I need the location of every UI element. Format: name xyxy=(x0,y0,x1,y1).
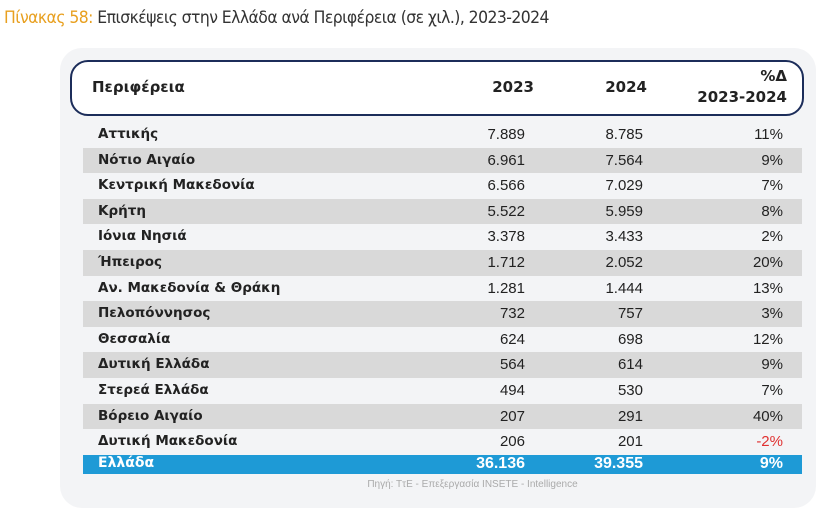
value-2024: 7.029 xyxy=(605,177,643,195)
pct-change: 7% xyxy=(761,177,783,195)
source-note: Πηγή: ΤτΕ - Επεξεργασία INSETE - Intelli… xyxy=(367,479,578,490)
header-pct-range: 2023-2024 xyxy=(697,88,787,106)
table-row: Κρήτη 5.522 5.959 8% xyxy=(83,198,802,225)
table-row: Βόρειο Αιγαίο 207 291 40% xyxy=(83,403,802,430)
region-name: Κεντρική Μακεδονία xyxy=(98,177,255,194)
region-name: Αττικής xyxy=(98,126,159,142)
table-caption: Επισκέψεις στην Ελλάδα ανά Περιφέρεια (σ… xyxy=(92,8,549,28)
region-name: Ήπειρος xyxy=(98,253,163,270)
value-2023: 494 xyxy=(499,381,525,399)
value-2023: 732 xyxy=(499,305,525,323)
value-2023: 3.378 xyxy=(487,228,525,246)
header-2024: 2024 xyxy=(605,78,647,96)
pct-change: 9% xyxy=(761,356,783,374)
region-name: Πελοπόννησος xyxy=(98,305,211,322)
region-name: Κρήτη xyxy=(98,202,146,219)
value-2024: 757 xyxy=(617,305,643,323)
pct-change: 12% xyxy=(752,330,783,348)
pct-change: 20% xyxy=(752,253,783,271)
table-row: Δυτική Μακεδονία 206 201 -2% xyxy=(83,429,802,455)
region-name: Δυτική Ελλάδα xyxy=(98,356,210,373)
total-name: Ελλάδα xyxy=(98,455,155,471)
value-2024: 7.564 xyxy=(605,151,643,169)
region-name: Θεσσαλία xyxy=(98,330,171,347)
value-2023: 564 xyxy=(499,356,525,374)
table-row: Πελοπόννησος 732 757 3% xyxy=(83,301,802,327)
value-2023: 206 xyxy=(499,433,525,451)
value-2023: 1.281 xyxy=(487,279,525,297)
value-2024: 3.433 xyxy=(605,228,643,246)
value-2023: 6.961 xyxy=(487,151,525,169)
region-name: Αν. Μακεδονία & Θράκη xyxy=(98,279,281,296)
value-2023: 624 xyxy=(499,330,525,348)
value-2024: 530 xyxy=(617,381,643,399)
table-header: Περιφέρεια 2023 2024 %Δ 2023-2024 xyxy=(70,60,804,116)
value-2023: 1.712 xyxy=(487,253,525,271)
table-row: Νότιο Αιγαίο 6.961 7.564 9% xyxy=(83,147,802,174)
value-2023: 207 xyxy=(499,407,525,425)
pct-change: 13% xyxy=(752,279,783,297)
value-2023: 7.889 xyxy=(487,126,525,143)
pct-change: 9% xyxy=(761,151,783,169)
value-2023: 6.566 xyxy=(487,177,525,195)
pct-change: 3% xyxy=(761,305,783,323)
region-name: Νότιο Αιγαίο xyxy=(98,151,196,168)
pct-change: 11% xyxy=(754,126,783,143)
table-row: Αν. Μακεδονία & Θράκη 1.281 1.444 13% xyxy=(83,276,802,302)
table-row: Ιόνια Νησιά 3.378 3.433 2% xyxy=(83,224,802,250)
table-row: Ήπειρος 1.712 2.052 20% xyxy=(83,249,802,276)
table-row: Θεσσαλία 624 698 12% xyxy=(83,327,802,353)
region-name: Στερεά Ελλάδα xyxy=(98,381,209,398)
pct-change: 40% xyxy=(752,407,783,425)
value-2024: 614 xyxy=(617,356,643,374)
table-row: Δυτική Ελλάδα 564 614 9% xyxy=(83,352,802,378)
total-2023: 36.136 xyxy=(476,455,525,472)
pct-change: -2% xyxy=(756,433,783,451)
header-2023: 2023 xyxy=(492,78,534,96)
value-2024: 8.785 xyxy=(605,126,643,143)
value-2024: 291 xyxy=(617,407,643,425)
value-2024: 698 xyxy=(617,330,643,348)
value-2024: 5.959 xyxy=(605,202,643,220)
table-row: Αττικής 7.889 8.785 11% xyxy=(83,122,802,148)
value-2024: 1.444 xyxy=(605,279,643,297)
table-title: Πίνακας 58: Επισκέψεις στην Ελλάδα ανά Π… xyxy=(4,8,550,28)
value-2024: 201 xyxy=(617,433,643,451)
table-row: Στερεά Ελλάδα 494 530 7% xyxy=(83,378,802,404)
pct-change: 8% xyxy=(761,202,783,220)
header-pct-symbol: %Δ xyxy=(760,67,787,85)
pct-change: 2% xyxy=(761,228,783,246)
table-panel xyxy=(60,48,816,508)
total-row: Ελλάδα 36.136 39.355 9% xyxy=(83,455,802,474)
table-number: Πίνακας 58: xyxy=(4,8,93,28)
value-2024: 2.052 xyxy=(605,253,643,271)
table-body: Αττικής 7.889 8.785 11% Νότιο Αιγαίο 6.961 7.5… xyxy=(83,122,802,455)
region-name: Βόρειο Αιγαίο xyxy=(98,407,203,424)
table-row: Κεντρική Μακεδονία 6.566 7.029 7% xyxy=(83,173,802,199)
pct-change: 7% xyxy=(761,381,783,399)
total-pct: 9% xyxy=(759,455,783,472)
region-name: Δυτική Μακεδονία xyxy=(98,433,238,450)
header-region: Περιφέρεια xyxy=(92,78,185,96)
value-2023: 5.522 xyxy=(487,202,525,220)
total-2024: 39.355 xyxy=(594,455,643,472)
region-name: Ιόνια Νησιά xyxy=(98,228,187,245)
